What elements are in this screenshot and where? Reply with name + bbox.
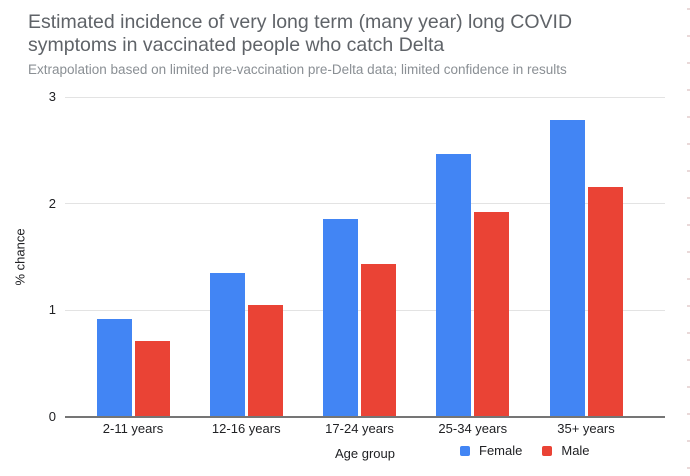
bar-female-25-34-years bbox=[436, 153, 472, 417]
chart-subtitle: Extrapolation based on limited pre-vacci… bbox=[28, 62, 567, 77]
gridline-2 bbox=[65, 203, 665, 205]
x-tick-label-25-34-years: 25-34 years bbox=[438, 421, 508, 436]
legend-item-female: Female bbox=[460, 443, 522, 458]
legend-swatch-male bbox=[542, 445, 553, 456]
bar-male-17-24-years bbox=[361, 264, 396, 417]
x-tick-label-2-11-years: 2-11 years bbox=[102, 421, 164, 436]
y-tick-label-2: 2 bbox=[48, 195, 56, 211]
bar-male-25-34-years bbox=[474, 212, 510, 417]
x-axis-line bbox=[65, 416, 665, 418]
gridline-3 bbox=[65, 96, 665, 98]
bar-male-12-16-years bbox=[247, 305, 283, 417]
bar-female-17-24-years bbox=[323, 218, 358, 417]
y-tick-label-3: 3 bbox=[48, 89, 56, 104]
legend: Female Male bbox=[460, 443, 590, 458]
y-tick-label-1: 1 bbox=[48, 302, 56, 318]
bar-female-2-11-years bbox=[96, 318, 132, 417]
y-axis-title: % chance bbox=[12, 228, 28, 286]
x-axis-title: Age group bbox=[335, 446, 395, 461]
x-tick-label-12-16-years: 12-16 years bbox=[211, 421, 281, 436]
bar-male-2-11-years bbox=[134, 341, 170, 417]
y-tick-label-0: 0 bbox=[48, 409, 56, 424]
page-edge-tick-marks bbox=[687, 8, 690, 476]
bar-male-35-years bbox=[587, 186, 623, 417]
legend-label-male: Male bbox=[561, 443, 590, 458]
legend-item-male: Male bbox=[542, 443, 590, 458]
legend-label-female: Female bbox=[479, 443, 523, 458]
bar-female-12-16-years bbox=[209, 273, 245, 417]
x-tick-label-17-24-years: 17-24 years bbox=[325, 421, 394, 436]
chart-title: Estimated incidence of very long term (m… bbox=[28, 11, 573, 56]
legend-swatch-female bbox=[460, 445, 470, 456]
bar-female-35-years bbox=[549, 120, 585, 417]
x-tick-label-35-years: 35+ years bbox=[557, 421, 615, 436]
plot-area bbox=[65, 96, 665, 418]
